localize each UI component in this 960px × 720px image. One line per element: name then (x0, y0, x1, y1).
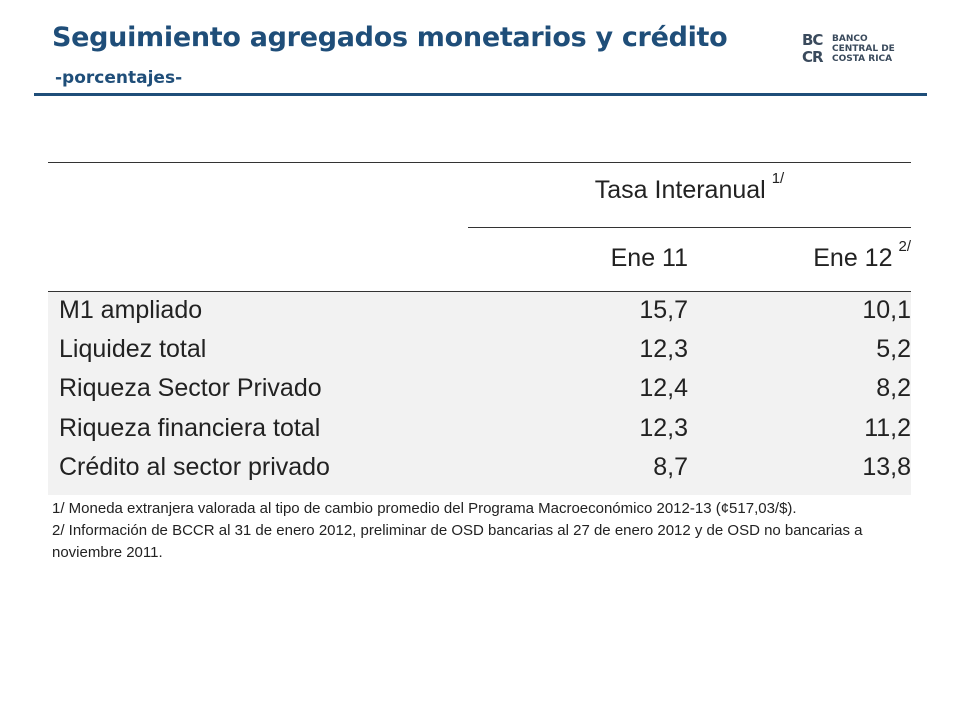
row-label: M1 ampliado (59, 296, 203, 324)
table-row: Riqueza Sector Privado 12,4 8,2 (48, 372, 911, 411)
cell-ene11: 12,3 (639, 413, 688, 442)
column-header-label: Ene 11 (610, 244, 688, 272)
cell-ene12: 10,1 (862, 296, 911, 324)
logo-monogram: BC CR (802, 32, 830, 68)
cell-ene11: 12,3 (639, 335, 688, 364)
logo-line-3: COSTA RICA (832, 54, 893, 64)
column-header-ene11: Ene 11 (560, 244, 688, 273)
table-group-header-label: Tasa Interanual (594, 176, 766, 204)
column-header-label: Ene 12 (813, 244, 893, 272)
column-header-note: 2/ (898, 238, 911, 255)
logo-line-1: BANCO (832, 34, 868, 44)
row-label: Riqueza Sector Privado (59, 374, 322, 403)
table-body-background (48, 292, 911, 495)
table-group-header-note: 1/ (771, 170, 785, 187)
table-row: Liquidez total 12,3 5,2 (48, 333, 911, 372)
page-title: Seguimiento agregados monetarios y crédi… (52, 22, 728, 53)
row-label: Riqueza financiera total (59, 413, 321, 442)
table-top-rule (48, 162, 911, 163)
table-group-rule (468, 227, 911, 228)
cell-ene12: 13,8 (862, 452, 911, 481)
row-label: Liquidez total (59, 335, 207, 364)
column-header-ene12: Ene 12 2/ (740, 238, 911, 273)
cell-ene11: 8,7 (653, 452, 688, 481)
cell-ene11: 15,7 (639, 296, 688, 324)
table-row: Riqueza financiera total 12,3 11,2 (48, 412, 911, 451)
table-header-rule (48, 291, 911, 292)
cell-ene12: 11,2 (864, 413, 911, 442)
cell-ene12: 8,2 (876, 374, 911, 403)
table-body: M1 ampliado 15,7 10,1 Liquidez total 12,… (48, 294, 911, 490)
logo-mark-bottom: CR (802, 48, 824, 66)
page-subtitle: -porcentajes- (55, 68, 183, 88)
table-group-header: Tasa Interanual 1/ (468, 170, 911, 205)
row-label: Crédito al sector privado (59, 452, 330, 481)
cell-ene11: 12,4 (639, 374, 688, 403)
footnote-2: 2/ Información de BCCR al 31 de enero 20… (52, 522, 863, 561)
footnotes: 1/ Moneda extranjera valorada al tipo de… (52, 498, 912, 564)
cell-ene12: 5,2 (876, 335, 911, 364)
table-row: Crédito al sector privado 8,7 13,8 (48, 451, 911, 490)
footnote-1: 1/ Moneda extranjera valorada al tipo de… (52, 500, 797, 517)
bccr-logo: BC CR BANCO CENTRAL DE COSTA RICA (802, 32, 912, 72)
table-row: M1 ampliado 15,7 10,1 (48, 294, 911, 333)
logo-line-2: CENTRAL DE (832, 44, 895, 54)
logo-text: BANCO CENTRAL DE COSTA RICA (832, 34, 895, 64)
logo-mark-top: BC (802, 31, 823, 49)
header-divider (34, 93, 927, 96)
